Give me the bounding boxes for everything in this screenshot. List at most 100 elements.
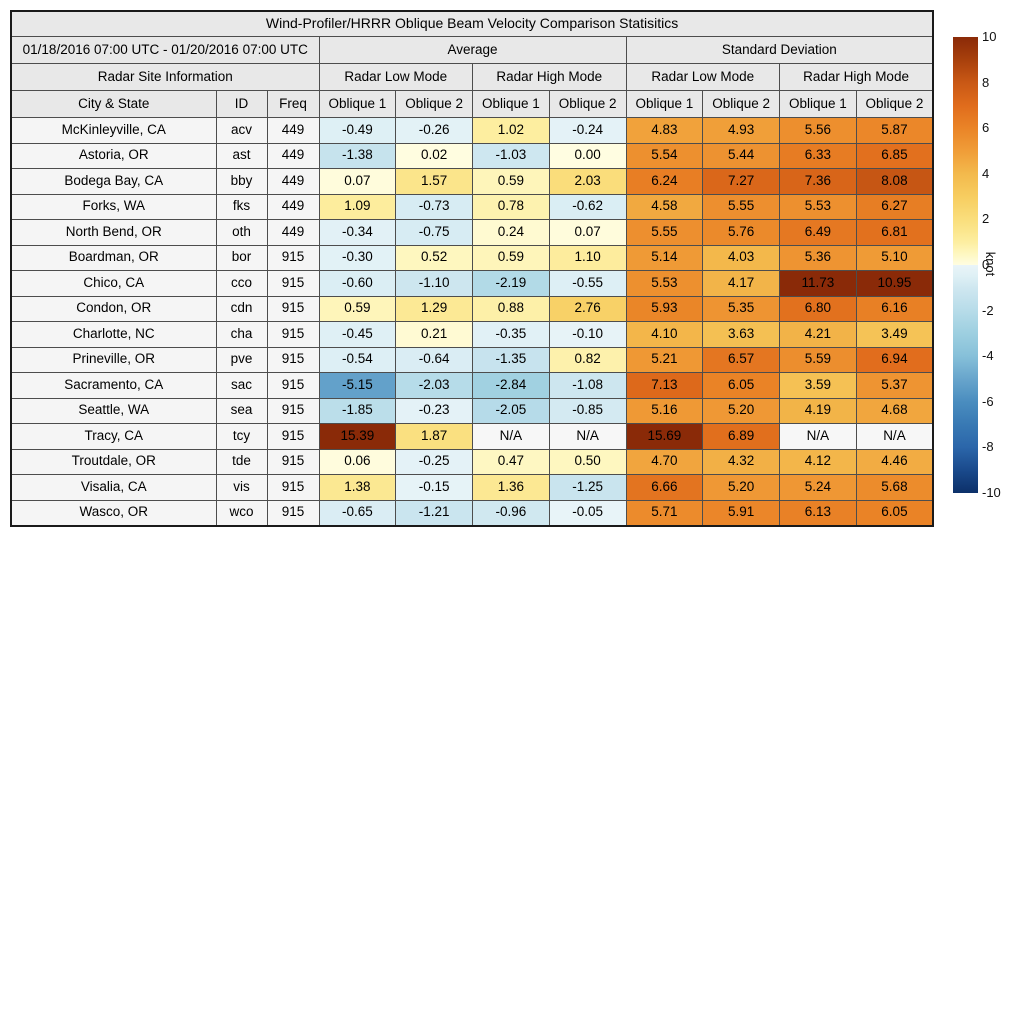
- value-cell: 6.81: [855, 219, 934, 246]
- value-cell: 6.80: [779, 295, 857, 322]
- value-cell: 5.68: [855, 474, 934, 501]
- value-cell: N/A: [472, 423, 550, 450]
- site-id-cell: wco: [215, 499, 268, 526]
- value-cell: -0.26: [395, 117, 473, 144]
- oblique1-header: Oblique 1: [318, 90, 397, 118]
- value-cell: 4.46: [855, 448, 934, 475]
- city-state-cell: Sacramento, CA: [10, 372, 217, 399]
- table-row: Boardman, OR bor 915 -0.30 0.52 0.59 1.10 5.14 4…: [10, 244, 934, 271]
- value-cell: 0.50: [548, 448, 627, 475]
- value-cell: 1.87: [395, 423, 473, 450]
- value-cell: -1.25: [548, 474, 627, 501]
- value-cell: 1.02: [472, 117, 550, 144]
- colorbar-tick-label: 10: [982, 29, 997, 44]
- site-id-cell: sac: [215, 372, 268, 399]
- value-cell: 5.20: [702, 474, 780, 501]
- site-id-cell: cco: [215, 270, 268, 297]
- value-cell: -1.85: [318, 397, 397, 424]
- value-cell: 5.16: [625, 397, 704, 424]
- colorbar-gradient: [953, 37, 978, 493]
- value-cell: 0.52: [395, 244, 473, 271]
- freq-cell: 915: [266, 372, 320, 399]
- value-cell: 5.37: [855, 372, 934, 399]
- table-row: Troutdale, OR tde 915 0.06 -0.25 0.47 0.50 4.70…: [10, 448, 934, 475]
- table-row: Prineville, OR pve 915 -0.54 -0.64 -1.35 0.82 5…: [10, 346, 934, 373]
- value-cell: 1.57: [395, 168, 473, 195]
- freq-cell: 915: [266, 499, 320, 526]
- page-title: Wind-Profiler/HRRR Oblique Beam Velocity…: [10, 10, 934, 37]
- group-header-row-2: Radar Site Information Radar Low Mode Ra…: [10, 63, 934, 91]
- oblique2-header: Oblique 2: [548, 90, 627, 118]
- value-cell: 10.95: [855, 270, 934, 297]
- value-cell: -0.96: [472, 499, 550, 526]
- value-cell: 4.21: [779, 321, 857, 348]
- value-cell: -0.75: [395, 219, 473, 246]
- value-cell: N/A: [548, 423, 627, 450]
- city-state-cell: Charlotte, NC: [10, 321, 217, 348]
- value-cell: 11.73: [779, 270, 857, 297]
- site-id-cell: ast: [215, 142, 268, 169]
- value-cell: 4.19: [779, 397, 857, 424]
- value-cell: 5.91: [702, 499, 780, 526]
- freq-cell: 449: [266, 193, 320, 220]
- site-id-cell: acv: [215, 117, 268, 144]
- city-state-cell: Chico, CA: [10, 270, 217, 297]
- freq-cell: 449: [266, 219, 320, 246]
- value-cell: -0.30: [318, 244, 397, 271]
- colorbar-tick-label: 0: [982, 257, 990, 272]
- value-cell: 5.59: [779, 346, 857, 373]
- value-cell: 5.21: [625, 346, 704, 373]
- oblique2-header: Oblique 2: [702, 90, 780, 118]
- site-id-cell: pve: [215, 346, 268, 373]
- value-cell: 0.24: [472, 219, 550, 246]
- value-cell: 7.13: [625, 372, 704, 399]
- colorbar-tick-label: 6: [982, 120, 990, 136]
- city-state-cell: Astoria, OR: [10, 142, 217, 169]
- value-cell: -0.45: [318, 321, 397, 348]
- value-cell: 5.53: [625, 270, 704, 297]
- value-cell: 0.47: [472, 448, 550, 475]
- oblique1-header: Oblique 1: [779, 90, 857, 118]
- comparison-table: Wind-Profiler/HRRR Oblique Beam Velocity…: [10, 10, 935, 527]
- value-cell: -0.10: [548, 321, 627, 348]
- value-cell: 5.24: [779, 474, 857, 501]
- value-cell: 0.59: [318, 295, 397, 322]
- value-cell: 1.10: [548, 244, 627, 271]
- colorbar-tick-label: -8: [982, 439, 994, 455]
- value-cell: 3.63: [702, 321, 780, 348]
- value-cell: 2.76: [548, 295, 627, 322]
- value-cell: -1.08: [548, 372, 627, 399]
- table-row: McKinleyville, CA acv 449 -0.49 -0.26 1.02 -0.…: [10, 117, 934, 144]
- value-cell: -0.85: [548, 397, 627, 424]
- value-cell: 5.76: [702, 219, 780, 246]
- value-cell: 4.68: [855, 397, 934, 424]
- value-cell: -0.25: [395, 448, 473, 475]
- sd-high-mode-header: Radar High Mode: [779, 63, 934, 91]
- freq-cell: 915: [266, 346, 320, 373]
- value-cell: -2.05: [472, 397, 550, 424]
- colorbar: knot 10 8 6 4 2 0 -2 -4 -6 -8 -10: [953, 30, 1024, 500]
- city-state-cell: Bodega Bay, CA: [10, 168, 217, 195]
- city-state-cell: Visalia, CA: [10, 474, 217, 501]
- value-cell: 0.07: [548, 219, 627, 246]
- value-cell: 0.21: [395, 321, 473, 348]
- value-cell: 3.59: [779, 372, 857, 399]
- table-row: Visalia, CA vis 915 1.38 -0.15 1.36 -1.25 6.66 5…: [10, 474, 934, 501]
- oblique1-header: Oblique 1: [472, 90, 550, 118]
- group-header-row-1: 01/18/2016 07:00 UTC - 01/20/2016 07:00 …: [10, 36, 934, 64]
- table-row: North Bend, OR oth 449 -0.34 -0.75 0.24 0.07 5.…: [10, 219, 934, 246]
- value-cell: 6.89: [702, 423, 780, 450]
- value-cell: 5.93: [625, 295, 704, 322]
- date-range-label: 01/18/2016 07:00 UTC - 01/20/2016 07:00 …: [10, 36, 320, 64]
- colorbar-tick-label: -4: [982, 348, 994, 364]
- value-cell: -0.62: [548, 193, 627, 220]
- value-cell: 5.56: [779, 117, 857, 144]
- city-state-cell: Boardman, OR: [10, 244, 217, 271]
- city-state-cell: Wasco, OR: [10, 499, 217, 526]
- value-cell: 4.17: [702, 270, 780, 297]
- colorbar-tick-label: -2: [982, 302, 994, 318]
- value-cell: 6.66: [625, 474, 704, 501]
- site-id-cell: cha: [215, 321, 268, 348]
- city-state-cell: Tracy, CA: [10, 423, 217, 450]
- value-cell: -0.60: [318, 270, 397, 297]
